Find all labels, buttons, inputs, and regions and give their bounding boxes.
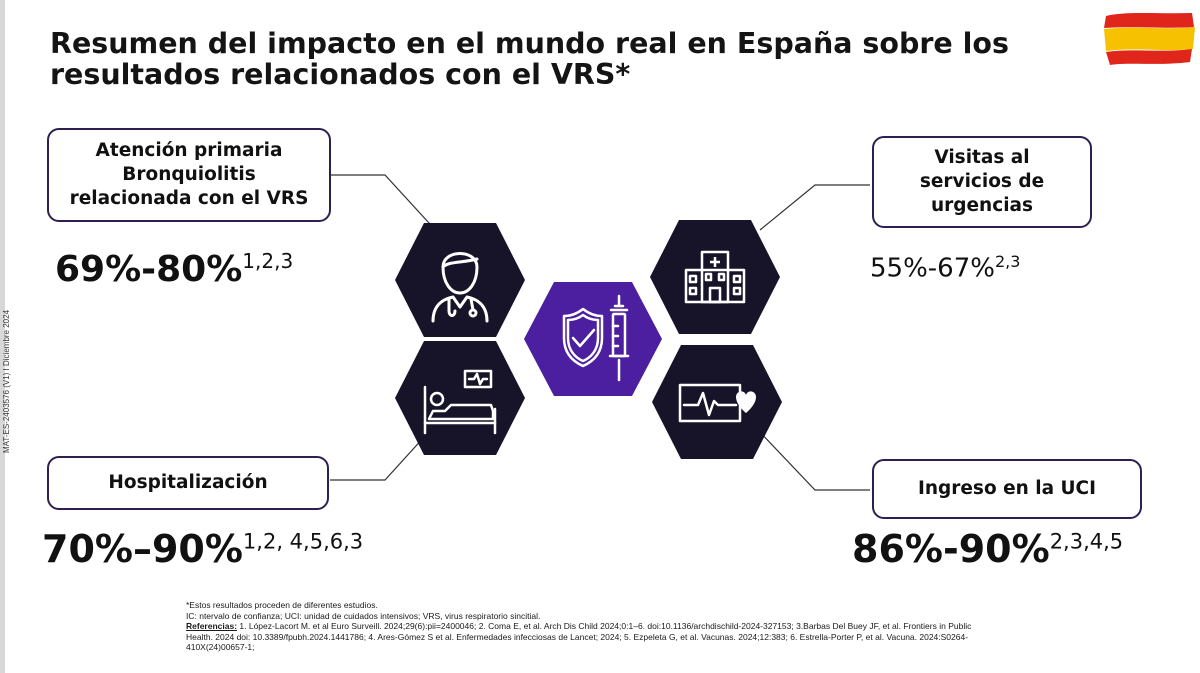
references-text-line: 410X(24)00657-1; bbox=[186, 642, 255, 652]
emergency-stat: 55%-67%2,3 bbox=[870, 252, 1020, 284]
primary-care-label-line: Bronquiolitis bbox=[122, 164, 256, 185]
hospitalization-refs: 1,2, 4,5,6,3 bbox=[242, 529, 364, 554]
emergency-label-line: servicios de bbox=[919, 171, 1045, 192]
hospitalization-box: Hospitalización bbox=[47, 456, 329, 510]
slide-title: Resumen del impacto en el mundo real en … bbox=[50, 27, 1009, 91]
references-line: Referencias: 1. López-Lacort M. et al Eu… bbox=[186, 621, 1146, 632]
primary-care-stat: 69%-80%1,2,3 bbox=[55, 249, 293, 290]
icu-box: Ingreso en la UCI bbox=[872, 459, 1142, 519]
heart-monitor-hexagon bbox=[652, 345, 782, 459]
primary-care-label-line: relacionada con el VRS bbox=[69, 188, 309, 209]
spain-flag-icon bbox=[1104, 13, 1195, 65]
primary-care-refs: 1,2,3 bbox=[242, 249, 294, 273]
doctor-icon bbox=[431, 252, 489, 323]
doctor-hexagon bbox=[395, 223, 525, 337]
icu-refs: 2,3,4,5 bbox=[1049, 529, 1124, 554]
references-text-line: Health. 2024 doi: 10.3389/fpubh.2024.144… bbox=[186, 631, 969, 642]
emergency-refs: 2,3 bbox=[994, 252, 1021, 271]
emergency-value: 55%-67% bbox=[870, 253, 995, 284]
footnotes: *Estos resultados proceden de diferentes… bbox=[186, 600, 1146, 653]
shield-syringe-icon bbox=[562, 294, 630, 382]
hospitalization-label: Hospitalización bbox=[108, 472, 268, 493]
references-text: 1. López-Lacort M. et al Euro Surveill. … bbox=[237, 621, 972, 631]
hospitalization-stat: 70%–90%1,2, 4,5,6,3 bbox=[42, 527, 363, 571]
hospital-bed-hexagon bbox=[395, 341, 525, 455]
icu-value: 86%-90% bbox=[852, 527, 1050, 571]
references-label: Referencias: bbox=[186, 621, 238, 631]
icu-label: Ingreso en la UCI bbox=[917, 478, 1097, 499]
primary-care-label-line: Atención primaria bbox=[95, 140, 283, 161]
emergency-label-line: urgencias bbox=[930, 195, 1034, 216]
hospital-bed-icon bbox=[423, 369, 497, 435]
emergency-box: Visitas al servicios de urgencias bbox=[872, 136, 1092, 228]
hospital-building-hexagon bbox=[650, 220, 780, 334]
vaccine-hexagon bbox=[524, 282, 662, 396]
left-edge-strip bbox=[0, 0, 5, 673]
hospitalization-value: 70%–90% bbox=[42, 527, 243, 571]
emergency-label-line: Visitas al bbox=[934, 147, 1030, 168]
primary-care-box: Atención primaria Bronquiolitis relacion… bbox=[47, 128, 331, 222]
footnote-abbreviations: IC: ntervalo de confianza; UCI: unidad d… bbox=[186, 610, 541, 621]
footnote-asterisk: *Estos resultados proceden de diferentes… bbox=[186, 600, 378, 610]
hospital-building-icon bbox=[684, 250, 746, 304]
heart-icon bbox=[736, 391, 756, 413]
icu-stat: 86%-90%2,3,4,5 bbox=[852, 527, 1123, 571]
primary-care-value: 69%-80% bbox=[55, 249, 243, 290]
